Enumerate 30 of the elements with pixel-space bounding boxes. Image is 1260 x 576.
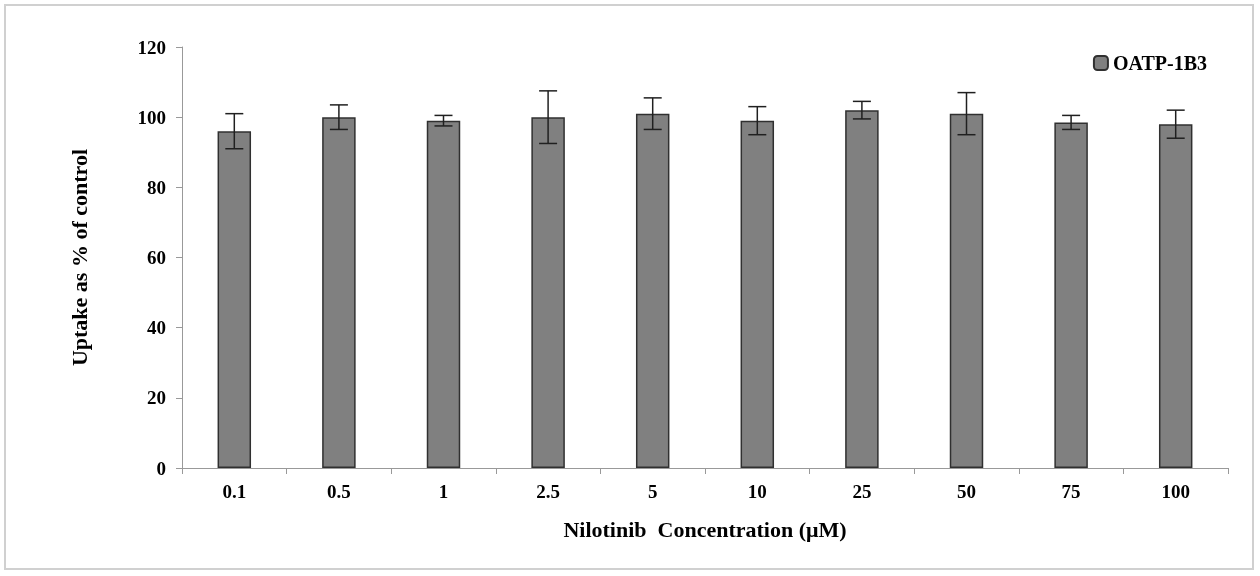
x-tick-label: 2.5 (536, 481, 560, 502)
y-tick-label: 20 (147, 387, 166, 409)
y-tick-label: 80 (147, 176, 166, 198)
x-tick-label: 75 (1061, 481, 1081, 502)
bar (1054, 122, 1088, 468)
y-tick-label: 0 (156, 457, 166, 479)
x-tick-label: 25 (852, 481, 872, 502)
bar (635, 113, 670, 468)
x-tick-label: 50 (957, 481, 976, 502)
bar (322, 117, 356, 468)
x-tick-label: 0.5 (327, 481, 351, 502)
bar (426, 120, 461, 468)
bar (845, 110, 879, 468)
y-tick-label: 60 (147, 247, 166, 268)
bar (1158, 124, 1193, 468)
x-axis-title: Nilotinib Concentration (μM) (563, 516, 847, 542)
x-tick-label: 1 (438, 481, 449, 502)
bar (949, 113, 984, 468)
y-tick-label: 40 (147, 317, 166, 339)
bar (740, 120, 775, 468)
x-tick-label: 0.1 (222, 481, 247, 502)
bar (531, 117, 565, 468)
x-tick-label: 5 (647, 481, 658, 502)
x-tick-label: 10 (747, 481, 767, 502)
legend-label: OATP-1B3 (1112, 52, 1208, 74)
x-tick-label: 100 (1161, 481, 1190, 502)
y-axis-title: Uptake as % of control (66, 148, 92, 367)
bar (217, 131, 252, 468)
y-tick-label: 100 (137, 106, 166, 128)
y-tick-label: 120 (137, 36, 166, 58)
